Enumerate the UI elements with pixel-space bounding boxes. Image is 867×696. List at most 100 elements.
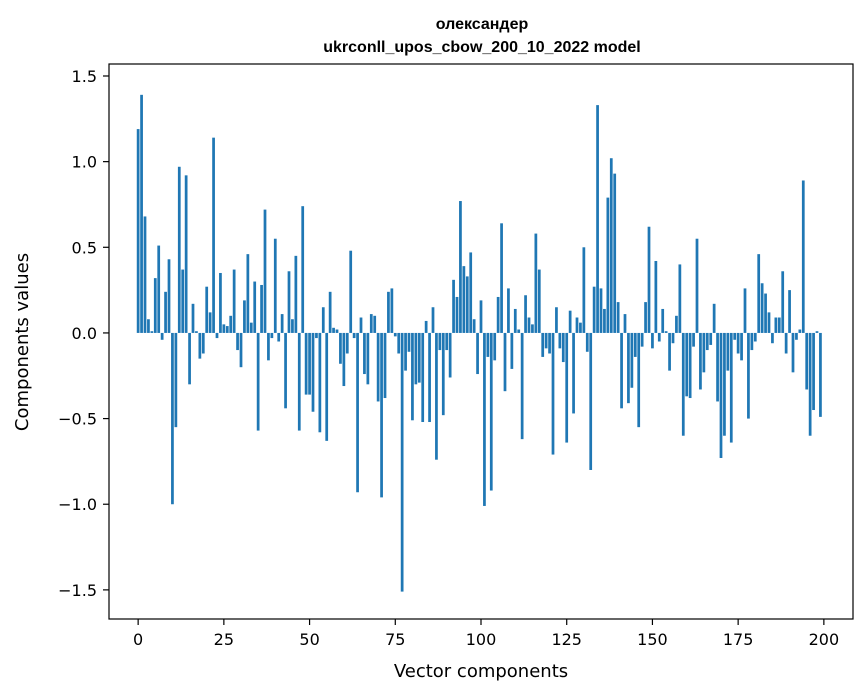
- bar-156: [671, 332, 675, 344]
- bar-175: [736, 332, 740, 354]
- bar-63: [352, 332, 356, 339]
- bar-36: [260, 284, 263, 333]
- x-tick-label-0: 0: [133, 630, 143, 649]
- bar-119: [544, 332, 548, 349]
- bar-27: [229, 315, 233, 333]
- bar-141: [620, 332, 623, 409]
- bar-120: [548, 332, 551, 354]
- bar-97: [469, 252, 473, 333]
- bar-165: [702, 332, 706, 373]
- bar-189: [784, 332, 788, 354]
- bar-149: [647, 226, 651, 333]
- bar-103: [489, 332, 493, 491]
- chart-title-line1: олександер: [436, 16, 529, 33]
- bar-13: [181, 269, 185, 333]
- bar-40: [273, 238, 277, 333]
- bar-176: [740, 332, 743, 361]
- bar-124: [561, 332, 565, 363]
- bar-190: [788, 290, 791, 333]
- bar-112: [520, 332, 524, 440]
- bar-107: [503, 332, 507, 392]
- bar-0: [136, 129, 140, 333]
- bar-140: [616, 302, 620, 333]
- bar-178: [747, 332, 750, 419]
- bar-172: [726, 332, 730, 371]
- bar-54: [321, 307, 325, 333]
- y-axis-label: Components values: [12, 253, 33, 431]
- y-tick-label-2: −0.5: [58, 410, 97, 429]
- bar-157: [675, 315, 678, 333]
- bar-182: [760, 283, 764, 333]
- bar-167: [709, 332, 713, 345]
- bar-75: [393, 332, 397, 337]
- bar-144: [630, 332, 634, 388]
- bar-198: [815, 331, 819, 333]
- bar-16: [191, 303, 195, 333]
- bar-47: [297, 332, 301, 431]
- bar-17: [195, 331, 198, 333]
- bar-196: [808, 332, 812, 436]
- bar-137: [606, 197, 610, 333]
- bar-114: [527, 317, 531, 333]
- bar-59: [339, 332, 342, 364]
- bar-185: [771, 332, 774, 344]
- x-tick-label-150: 150: [637, 630, 668, 649]
- bar-184: [767, 312, 771, 333]
- bar-8: [164, 291, 167, 333]
- bar-26: [225, 326, 229, 333]
- bar-62: [349, 250, 353, 333]
- bar-38: [267, 332, 270, 361]
- bar-142: [623, 314, 627, 333]
- bar-136: [603, 308, 606, 333]
- chart-title-line2: ukrconll_upos_cbow_200_10_2022 model: [323, 39, 640, 56]
- bar-71: [380, 332, 383, 498]
- bar-191: [791, 332, 795, 373]
- bar-148: [644, 302, 647, 333]
- bar-69: [373, 315, 377, 333]
- bar-81: [414, 332, 418, 385]
- bar-21: [208, 312, 212, 333]
- bar-78: [404, 332, 407, 371]
- x-tick-label-50: 50: [299, 630, 319, 649]
- bar-25: [222, 324, 226, 333]
- bar-91: [448, 332, 452, 378]
- y-tick-label-4: 0.5: [72, 238, 97, 257]
- x-tick-label-100: 100: [466, 630, 497, 649]
- bars-group: [136, 94, 822, 592]
- y-tick-label-3: 0.0: [72, 324, 97, 343]
- bar-105: [496, 296, 500, 333]
- y-tick-label-5: 1.0: [72, 153, 97, 172]
- x-tick-label-25: 25: [214, 630, 234, 649]
- bar-35: [256, 332, 260, 431]
- bar-42: [280, 314, 284, 333]
- bar-65: [359, 317, 363, 333]
- y-tick-label-1: −1.0: [58, 495, 97, 514]
- bar-116: [534, 233, 538, 333]
- bar-166: [705, 332, 709, 351]
- bar-72: [383, 332, 387, 399]
- bar-111: [517, 329, 521, 333]
- bar-39: [270, 332, 274, 339]
- bar-146: [637, 332, 641, 428]
- bar-94: [459, 201, 462, 333]
- bar-121: [551, 332, 555, 455]
- bar-64: [356, 332, 359, 493]
- bar-118: [541, 332, 545, 357]
- bar-129: [579, 322, 582, 333]
- bar-180: [753, 332, 757, 342]
- bar-109: [510, 332, 514, 369]
- bar-15: [188, 332, 191, 385]
- bar-147: [640, 332, 644, 347]
- bar-174: [733, 332, 737, 340]
- bar-57: [332, 327, 335, 333]
- bar-130: [582, 247, 586, 333]
- bar-52: [315, 332, 318, 339]
- bar-125: [565, 332, 569, 443]
- bar-170: [719, 332, 723, 458]
- bar-12: [177, 166, 181, 333]
- bar-61: [345, 332, 349, 354]
- bar-79: [407, 332, 411, 352]
- x-axis-label: Vector components: [394, 661, 568, 682]
- bar-96: [465, 276, 469, 333]
